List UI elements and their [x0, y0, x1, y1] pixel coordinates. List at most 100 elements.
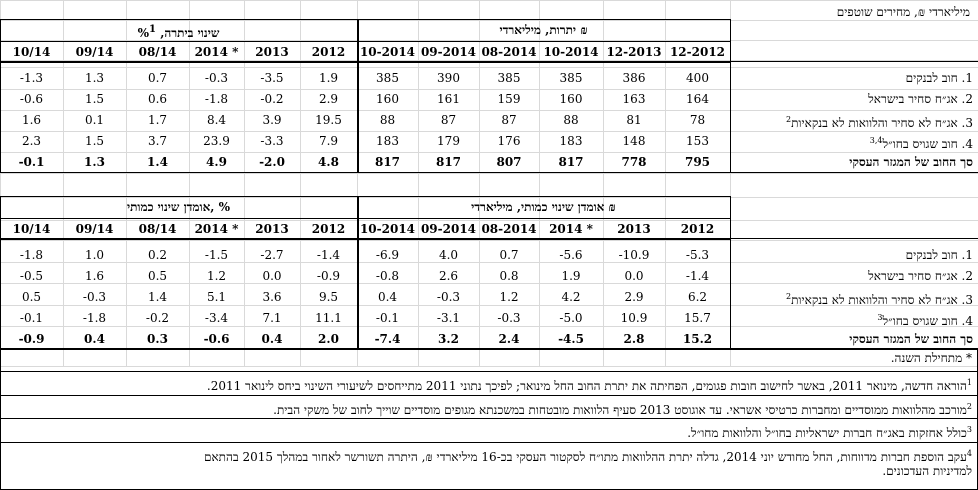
stock-value-text: -0.1 [375, 311, 400, 325]
stock-value: 385 [539, 71, 603, 85]
stock-value-text: 179 [437, 134, 460, 148]
stock-value: 10.9 [603, 311, 665, 325]
column-header: 2014 * [189, 45, 244, 59]
stock-value-text: 148 [622, 134, 646, 148]
column-header-text: 12-2012 [669, 45, 726, 59]
change-value: 7.1 [244, 311, 300, 325]
change-value: -1.8 [189, 92, 244, 106]
gridline [0, 110, 978, 111]
gridline [0, 262, 978, 263]
column-header: 08-2014 [479, 45, 539, 59]
column-header: 08/14 [126, 45, 189, 59]
row-label-text: סך החוב של המגזר העסקי [849, 332, 973, 346]
footnote-marker: 3 [877, 313, 883, 322]
stock-value: 88 [357, 113, 418, 127]
change-value: -0.6 [0, 92, 63, 106]
stock-value: 385 [479, 71, 539, 85]
gridline [0, 197, 978, 198]
stock-value: 183 [357, 134, 418, 148]
stock-value: 2.9 [603, 290, 665, 304]
change-value-text: -2.0 [259, 155, 285, 169]
bottom-change-title: אומדן שינוי כמותי, % [0, 200, 357, 214]
change-value-text: -0.6 [203, 332, 230, 346]
stock-value-text: 4.0 [438, 248, 459, 262]
stock-value-text: 385 [376, 71, 399, 85]
change-value-text: 23.9 [203, 134, 230, 148]
stock-value: 153 [665, 134, 730, 148]
change-value: 1.2 [189, 269, 244, 283]
stock-value-text: 183 [559, 134, 583, 148]
change-value: 1.0 [63, 248, 126, 262]
footnote-number: 1 [966, 378, 972, 387]
change-value: 0.7 [126, 71, 189, 85]
change-value: 1.5 [63, 134, 126, 148]
stock-value: -0.8 [357, 269, 418, 283]
stock-value-text: -0.3 [436, 290, 461, 304]
gridline [0, 89, 978, 90]
gridline [0, 283, 978, 284]
stock-value: -5.3 [665, 248, 730, 262]
stock-value-text: 2.4 [498, 332, 520, 346]
change-value-text: 2.0 [318, 332, 339, 346]
column-header-text: 2014 * [194, 45, 239, 59]
footnote-marker: 1 [149, 24, 157, 35]
top-stock-title: יתרות, מיליארדי ₪ [357, 23, 730, 37]
column-header: 2013 [244, 45, 300, 59]
change-value-text: 19.5 [315, 113, 342, 127]
caption-text: מיליארדי ₪, מחירים שוטפים [836, 5, 970, 19]
stock-value: 817 [539, 155, 603, 169]
table-border [0, 61, 978, 62]
notes-border [0, 371, 978, 372]
stock-value: 78 [665, 113, 730, 127]
stock-value-text: 3.2 [438, 332, 459, 346]
change-value-text: -1.8 [19, 248, 44, 262]
change-value-text: -0.2 [260, 92, 284, 106]
gridline [189, 0, 190, 366]
stock-value-text: 1.9 [561, 269, 581, 283]
gridline [539, 0, 540, 366]
stock-value-text: 0.7 [499, 248, 519, 262]
change-value: -0.3 [189, 71, 244, 85]
stock-value: 2.6 [418, 269, 479, 283]
column-header: 2012 [300, 222, 357, 236]
gridline [0, 173, 978, 174]
table-border [0, 238, 978, 239]
change-value: -0.9 [0, 332, 63, 346]
stock-value-text: 1.2 [499, 290, 519, 304]
notes-border [0, 348, 978, 349]
change-value: 8.4 [189, 113, 244, 127]
change-value: 1.6 [63, 269, 126, 283]
stock-value: 1.2 [479, 290, 539, 304]
table-border [0, 238, 730, 240]
change-value-text: 0.5 [21, 290, 42, 304]
change-value-text: -0.9 [18, 332, 45, 346]
gridline [126, 0, 127, 366]
column-header-text: 2013 [255, 222, 289, 236]
change-value: -1.5 [189, 248, 244, 262]
change-value: 23.9 [189, 134, 244, 148]
gridline [0, 0, 978, 1]
stock-value-text: 817 [435, 155, 462, 169]
change-value-text: 2.3 [21, 134, 42, 148]
change-value-text: 4.9 [206, 155, 227, 169]
stock-value: 88 [539, 113, 603, 127]
change-value-text: -1.8 [82, 311, 107, 325]
change-value-text: -0.9 [316, 269, 341, 283]
change-value-text: -0.1 [18, 155, 45, 169]
table-border [0, 19, 1, 172]
change-value-text: 8.4 [206, 113, 227, 127]
stock-value: 163 [603, 92, 665, 106]
change-value: -1.8 [0, 248, 63, 262]
stock-value: 817 [418, 155, 479, 169]
gridline [479, 0, 480, 366]
table-border [0, 19, 730, 20]
stock-value-text: -0.3 [497, 311, 521, 325]
bottom-stock-title: אומדן שינוי כמותי, מיליארדי ₪ [357, 200, 730, 214]
gridline [0, 366, 978, 367]
column-header: 10-2014 [357, 45, 418, 59]
table-border [0, 61, 730, 63]
gridline [244, 0, 245, 366]
stock-value-text: 6.2 [687, 290, 708, 304]
change-value: 1.4 [126, 290, 189, 304]
